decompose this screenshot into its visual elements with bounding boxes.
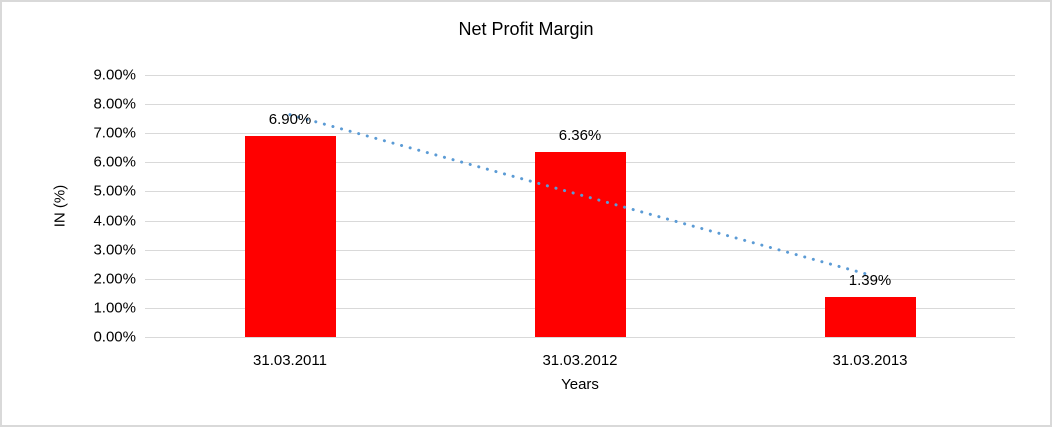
- x-tick-label: 31.03.2011: [253, 352, 327, 369]
- x-axis-title: Years: [561, 376, 599, 393]
- gridline: [145, 337, 1015, 338]
- y-tick-label: 5.00%: [93, 182, 136, 200]
- gridline: [145, 104, 1015, 106]
- x-tick-label: 31.03.2013: [832, 352, 908, 369]
- gridline: [145, 75, 1015, 76]
- x-tick-label: 31.03.2012: [542, 352, 618, 369]
- bar: [824, 296, 916, 337]
- data-label: 1.39%: [848, 271, 892, 289]
- gridline: [145, 133, 1015, 135]
- data-label: 6.90%: [268, 111, 312, 129]
- y-tick-label: 6.00%: [93, 153, 136, 171]
- y-tick-label: 1.00%: [93, 299, 136, 317]
- y-tick-label: 0.00%: [93, 328, 136, 346]
- y-tick-label: 7.00%: [93, 124, 136, 142]
- y-tick-label: 3.00%: [93, 241, 136, 259]
- plot-area: 6.90% 6.36% 1.39%: [145, 75, 1015, 338]
- bar: [244, 136, 336, 337]
- y-tick-label: 9.00%: [93, 66, 136, 84]
- y-tick-label: 8.00%: [93, 95, 136, 113]
- y-axis-tick-labels: 9.00% 8.00% 7.00% 6.00% 5.00% 4.00% 3.00% 2.00%…: [2, 67, 136, 346]
- data-label: 6.36%: [558, 126, 602, 144]
- y-tick-label: 2.00%: [93, 270, 136, 288]
- bar: [534, 151, 626, 337]
- y-tick-label: 4.00%: [93, 212, 136, 230]
- chart-title: Net Profit Margin: [458, 19, 594, 39]
